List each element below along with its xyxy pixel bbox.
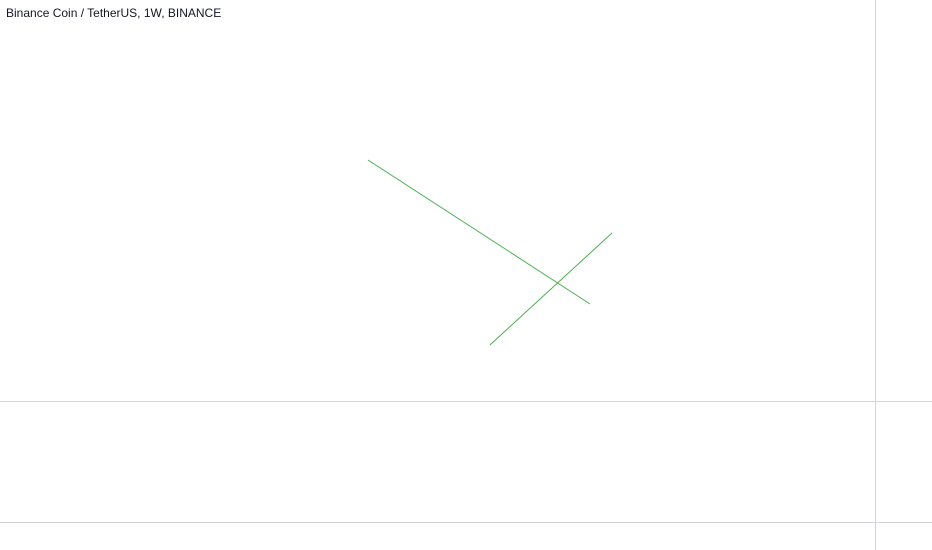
trend-line [489,232,613,346]
rsi-axis [876,402,932,522]
trend-line [367,159,591,305]
price-axis [876,0,932,401]
chart-title: Binance Coin / TetherUS, 1W, BINANCE [6,6,221,20]
